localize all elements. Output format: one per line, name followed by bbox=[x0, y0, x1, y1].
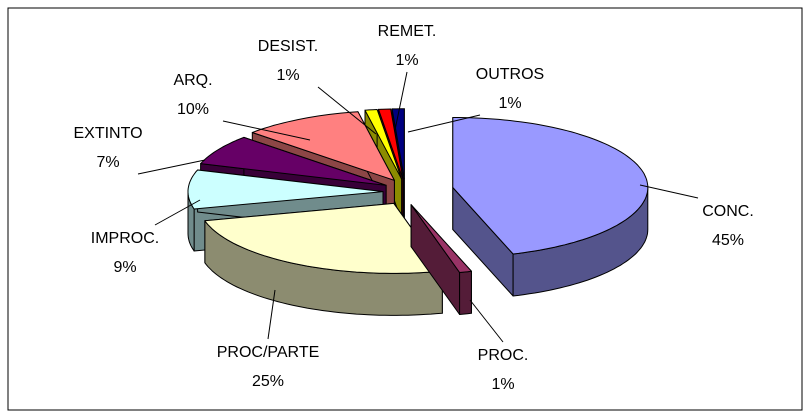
slice-top bbox=[251, 111, 395, 181]
slice-top bbox=[364, 109, 403, 180]
leader-line bbox=[137, 159, 206, 175]
leader-line bbox=[407, 114, 481, 133]
pie-slice bbox=[410, 204, 472, 315]
slice-value-label: 1% bbox=[276, 67, 299, 84]
slice-value-label: 25% bbox=[252, 373, 284, 390]
slice-value-label: 7% bbox=[96, 154, 119, 171]
slice-top bbox=[391, 108, 405, 180]
slice-value-label: 45% bbox=[712, 232, 744, 249]
slice-label: EXTINTO bbox=[73, 125, 142, 142]
slice-wall bbox=[459, 270, 472, 315]
chart-frame bbox=[7, 7, 803, 411]
slice-value-label: 9% bbox=[113, 259, 136, 276]
slice-top bbox=[204, 202, 443, 274]
slice-label: PROC. bbox=[478, 347, 529, 364]
slice-top bbox=[187, 169, 384, 210]
pie-slice bbox=[452, 117, 649, 297]
slice-value-label: 1% bbox=[498, 95, 521, 112]
leader-line bbox=[469, 299, 504, 343]
slice-value-label: 10% bbox=[177, 101, 209, 118]
slice-value-label: 1% bbox=[491, 376, 514, 393]
leader-line bbox=[154, 199, 201, 226]
leader-line bbox=[267, 289, 276, 340]
slice-label: DESIST. bbox=[258, 38, 318, 55]
slice-value-label: 1% bbox=[395, 52, 418, 69]
leader-line bbox=[317, 86, 377, 135]
slice-top bbox=[378, 108, 404, 180]
slice-label: ARQ. bbox=[173, 72, 212, 89]
pie-slice bbox=[204, 202, 443, 316]
leader-line bbox=[394, 71, 408, 131]
slice-top bbox=[452, 117, 649, 255]
slice-label: REMET. bbox=[378, 23, 437, 40]
slice-label: IMPROC. bbox=[91, 230, 159, 247]
slice-label: PROC/PARTE bbox=[217, 344, 320, 361]
slice-top bbox=[410, 204, 472, 273]
slice-label: OUTROS bbox=[476, 66, 544, 83]
leader-line bbox=[639, 184, 699, 199]
leader-line bbox=[222, 120, 311, 141]
slice-label: CONC. bbox=[702, 203, 754, 220]
